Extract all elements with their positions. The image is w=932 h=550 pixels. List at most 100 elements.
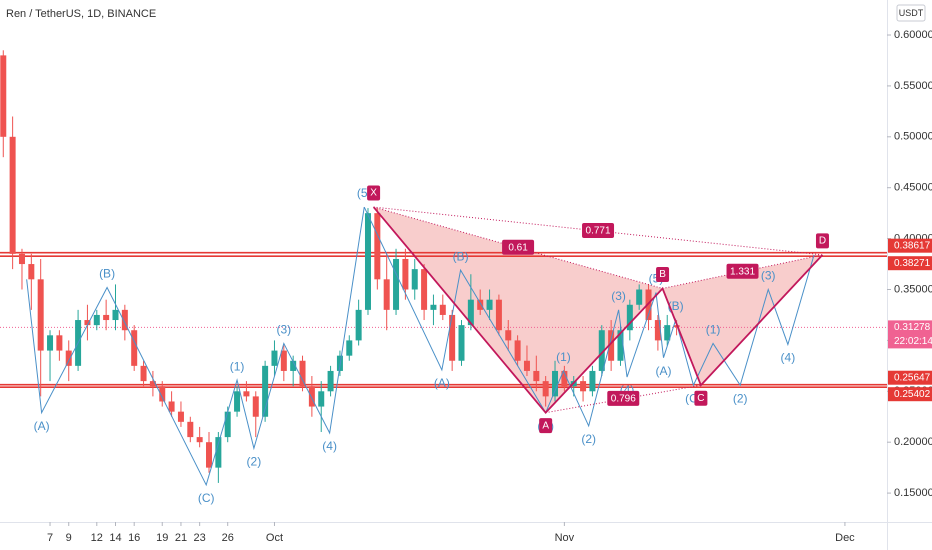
candle-body: [243, 391, 250, 397]
candle-body: [262, 365, 269, 417]
price-tag: [888, 387, 932, 402]
current-price-label: 0.31278: [894, 322, 931, 333]
plot: (A)(B)(C)(1)(2)(3)(4)(5)(A)(B)(C)(1)(2)(…: [0, 50, 887, 505]
candle-body: [280, 350, 287, 371]
pattern-point-box: [656, 266, 670, 282]
candle-body: [458, 325, 465, 361]
candle-body: [617, 330, 624, 361]
candle-body: [196, 437, 203, 443]
wave-label: (A): [434, 376, 450, 390]
plot-area: (A)(B)(C)(1)(2)(3)(4)(5)(A)(B)(C)(1)(2)(…: [0, 50, 887, 505]
candle-body: [234, 391, 241, 412]
pattern-fill: [373, 207, 663, 413]
y-tick-label: 0.15000: [894, 487, 932, 499]
candle-body: [421, 269, 428, 310]
y-tick-label: 0.20000: [894, 436, 932, 448]
x-tick-label: 16: [128, 532, 140, 544]
ratio-label: 0.771: [586, 226, 611, 237]
candle-body: [112, 309, 119, 321]
candle-body: [523, 360, 530, 371]
candle-body: [37, 279, 44, 351]
candle-body: [187, 421, 194, 438]
candle-body: [598, 330, 605, 371]
candle-body: [224, 411, 231, 438]
candle-body: [439, 304, 446, 315]
candle-body: [103, 314, 110, 321]
pattern-point-box: [539, 418, 553, 434]
wave-label: (C): [198, 491, 215, 505]
pattern-point-box: [694, 390, 708, 406]
candle-body: [177, 411, 184, 422]
y-tick-label: 0.55000: [894, 80, 932, 92]
candle-body: [18, 253, 25, 265]
unit-label[interactable]: USDT: [899, 8, 924, 18]
candle-body: [327, 370, 334, 392]
pattern-fill: [662, 254, 823, 386]
wave-label: (3): [276, 323, 291, 337]
candle-body: [65, 350, 72, 366]
wave-label: (2): [581, 432, 596, 446]
y-tick-label: 0.45000: [894, 182, 932, 194]
wave-label: (2): [733, 391, 748, 405]
candle-body: [486, 299, 493, 310]
candle-body: [308, 386, 315, 407]
x-tick-label: 12: [91, 532, 103, 544]
candle-body: [505, 330, 512, 341]
candle-body: [271, 350, 278, 366]
candle-body: [346, 340, 353, 356]
wave-label: (B): [99, 267, 115, 281]
ratio-box: [607, 390, 640, 406]
candle-body: [121, 309, 128, 331]
wave-label: (A): [34, 419, 50, 433]
candle-body: [542, 381, 549, 397]
candle-body: [477, 299, 484, 310]
pattern-point-label: C: [697, 393, 704, 404]
pattern-point-box: [367, 185, 381, 201]
wave-label: (4): [322, 439, 337, 453]
candle-body: [47, 335, 54, 351]
y-tick-label: 0.50000: [894, 131, 932, 143]
ratio-label: 1.331: [730, 266, 755, 277]
candle-body: [626, 304, 633, 331]
ratio-label: 0.796: [611, 394, 636, 405]
candle-body: [393, 258, 400, 310]
candle-body: [318, 391, 325, 407]
candle-body: [140, 365, 147, 382]
candle-body: [664, 325, 671, 341]
wave-label: (A): [655, 364, 671, 378]
candle-body: [430, 304, 437, 310]
candle-body: [299, 360, 306, 387]
candle-body: [93, 314, 100, 326]
candle-body: [495, 299, 502, 331]
candle-body: [0, 55, 7, 137]
x-tick-label: 9: [66, 532, 72, 544]
ratio-box: [502, 239, 535, 255]
candle-body: [402, 258, 409, 290]
countdown-label: 22:02:14: [894, 336, 932, 347]
unit-box[interactable]: [896, 4, 926, 22]
x-tick-label: 14: [109, 532, 121, 544]
price-tag: [888, 370, 932, 385]
price-tag: [888, 238, 932, 253]
wave-line: [363, 206, 815, 428]
x-tick-label: 7: [47, 532, 53, 544]
candle-body: [84, 320, 91, 326]
pattern-point-label: A: [542, 420, 549, 431]
candle-body: [131, 330, 138, 366]
candle-body: [561, 370, 568, 387]
current-price-tag: [888, 320, 932, 349]
wave-label: (3): [611, 289, 626, 303]
price-tag-label: 0.38271: [894, 258, 931, 269]
candle-body: [608, 330, 615, 361]
x-tick-label: 26: [222, 532, 234, 544]
candle-body: [383, 279, 390, 310]
candle-body: [206, 442, 213, 468]
pattern-point-label: B: [659, 269, 666, 280]
candle-body: [589, 370, 596, 392]
candle-body: [533, 370, 540, 382]
x-tick-label: Nov: [555, 532, 575, 544]
candle-body: [364, 213, 371, 310]
ratio-box: [582, 222, 615, 238]
candle-body: [28, 264, 35, 280]
x-tick-label: 19: [156, 532, 168, 544]
